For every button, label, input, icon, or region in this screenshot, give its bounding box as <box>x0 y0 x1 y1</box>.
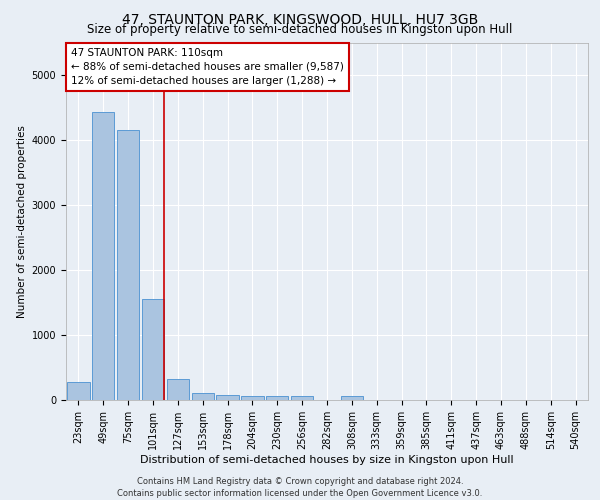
Text: 47, STAUNTON PARK, KINGSWOOD, HULL, HU7 3GB: 47, STAUNTON PARK, KINGSWOOD, HULL, HU7 … <box>122 12 478 26</box>
Bar <box>291 396 313 400</box>
Bar <box>341 396 363 400</box>
Bar <box>217 395 239 400</box>
Y-axis label: Number of semi-detached properties: Number of semi-detached properties <box>17 125 28 318</box>
Bar <box>67 382 89 400</box>
Bar <box>191 392 214 400</box>
Text: 47 STAUNTON PARK: 110sqm
← 88% of semi-detached houses are smaller (9,587)
12% o: 47 STAUNTON PARK: 110sqm ← 88% of semi-d… <box>71 48 344 86</box>
Bar <box>241 396 263 400</box>
X-axis label: Distribution of semi-detached houses by size in Kingston upon Hull: Distribution of semi-detached houses by … <box>140 454 514 464</box>
Bar <box>117 130 139 400</box>
Bar <box>167 379 189 400</box>
Bar <box>266 396 289 400</box>
Text: Contains HM Land Registry data © Crown copyright and database right 2024.
Contai: Contains HM Land Registry data © Crown c… <box>118 476 482 498</box>
Bar <box>92 112 115 400</box>
Bar <box>142 298 164 400</box>
Text: Size of property relative to semi-detached houses in Kingston upon Hull: Size of property relative to semi-detach… <box>88 22 512 36</box>
